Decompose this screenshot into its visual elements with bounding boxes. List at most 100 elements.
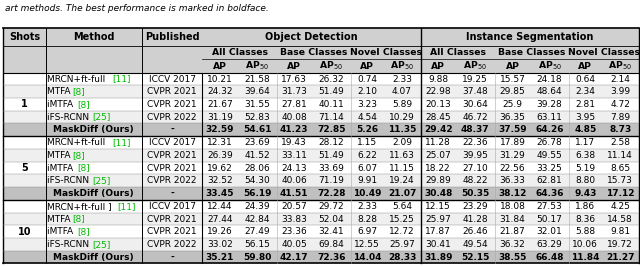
- Text: 49.54: 49.54: [463, 240, 488, 249]
- Text: 38.55: 38.55: [498, 252, 527, 261]
- Text: 39.64: 39.64: [244, 87, 270, 96]
- Text: 56.19: 56.19: [243, 189, 271, 198]
- Text: 50.17: 50.17: [536, 215, 563, 224]
- Text: 8.73: 8.73: [609, 125, 631, 134]
- Text: 63.29: 63.29: [536, 240, 563, 249]
- Text: Novel Classes: Novel Classes: [568, 48, 640, 57]
- Text: 48.22: 48.22: [463, 176, 488, 185]
- Text: 25.97: 25.97: [426, 215, 451, 224]
- Text: 40.11: 40.11: [319, 100, 344, 109]
- Text: 63.11: 63.11: [536, 113, 563, 122]
- Text: [11]: [11]: [118, 202, 136, 211]
- Text: 40.06: 40.06: [282, 176, 307, 185]
- Text: 33.11: 33.11: [282, 151, 307, 160]
- Text: 40.05: 40.05: [282, 240, 307, 249]
- Text: 29.85: 29.85: [500, 87, 525, 96]
- Text: AP: AP: [506, 61, 519, 70]
- Text: 2.10: 2.10: [357, 87, 377, 96]
- Bar: [3, 174, 639, 187]
- Text: 48.37: 48.37: [461, 125, 490, 134]
- Text: ICCV 2017: ICCV 2017: [148, 202, 196, 211]
- Text: 1.17: 1.17: [575, 138, 595, 147]
- Text: AP: AP: [360, 61, 374, 70]
- Text: 25.07: 25.07: [426, 151, 451, 160]
- Text: Object Detection: Object Detection: [265, 32, 358, 42]
- Text: 27.49: 27.49: [244, 227, 270, 236]
- Text: 20.13: 20.13: [426, 100, 451, 109]
- Text: CVPR 2022: CVPR 2022: [147, 176, 197, 185]
- Text: CVPR 2021: CVPR 2021: [147, 164, 197, 173]
- Text: [25]: [25]: [93, 113, 111, 122]
- Text: 54.30: 54.30: [244, 176, 270, 185]
- Bar: [3, 200, 639, 213]
- Text: 5.89: 5.89: [392, 100, 412, 109]
- Text: iMTFA: iMTFA: [47, 164, 76, 173]
- Text: Instance Segmentation: Instance Segmentation: [466, 32, 593, 42]
- Text: 17.63: 17.63: [282, 74, 307, 84]
- Text: 69.84: 69.84: [319, 240, 344, 249]
- Text: 8.80: 8.80: [575, 176, 595, 185]
- Text: 11.35: 11.35: [388, 125, 416, 134]
- Text: [8]: [8]: [77, 164, 90, 173]
- Text: 41.52: 41.52: [244, 151, 270, 160]
- Text: CVPR 2021: CVPR 2021: [147, 100, 197, 109]
- Text: 33.45: 33.45: [206, 189, 234, 198]
- Text: 27.10: 27.10: [463, 164, 488, 173]
- Text: 30.41: 30.41: [426, 240, 451, 249]
- Text: 17.89: 17.89: [499, 138, 525, 147]
- Text: 23.69: 23.69: [244, 138, 270, 147]
- Text: 9.91: 9.91: [357, 176, 377, 185]
- Text: 4.54: 4.54: [357, 113, 377, 122]
- Text: 50.35: 50.35: [461, 189, 490, 198]
- Text: 46.72: 46.72: [463, 113, 488, 122]
- Text: 12.31: 12.31: [207, 138, 233, 147]
- Text: 28.45: 28.45: [426, 113, 451, 122]
- Text: 9.43: 9.43: [574, 189, 596, 198]
- Text: Base Classes: Base Classes: [499, 48, 566, 57]
- Text: CVPR 2022: CVPR 2022: [147, 240, 197, 249]
- Text: 4.25: 4.25: [610, 202, 630, 211]
- Text: 29.89: 29.89: [426, 176, 451, 185]
- Text: 27.53: 27.53: [536, 202, 563, 211]
- Text: MaskDiff (Ours): MaskDiff (Ours): [53, 189, 134, 198]
- Text: 41.23: 41.23: [280, 125, 308, 134]
- Text: 41.51: 41.51: [280, 189, 308, 198]
- Bar: [3, 251, 639, 263]
- Text: 7.89: 7.89: [610, 113, 630, 122]
- Text: MTFA: MTFA: [47, 87, 74, 96]
- Text: 31.29: 31.29: [500, 151, 525, 160]
- Text: 56.15: 56.15: [244, 240, 270, 249]
- Text: 59.80: 59.80: [243, 252, 271, 261]
- Text: 33.25: 33.25: [536, 164, 563, 173]
- Text: 28.06: 28.06: [244, 164, 270, 173]
- Bar: [3, 187, 639, 200]
- Text: -: -: [170, 252, 174, 261]
- Text: 52.15: 52.15: [461, 252, 490, 261]
- Text: 36.33: 36.33: [499, 176, 525, 185]
- Text: AP$_{50}$: AP$_{50}$: [319, 60, 343, 72]
- Text: 19.25: 19.25: [463, 74, 488, 84]
- Bar: [3, 238, 639, 251]
- Text: 31.55: 31.55: [244, 100, 270, 109]
- Text: 30.64: 30.64: [463, 100, 488, 109]
- Text: 32.41: 32.41: [319, 227, 344, 236]
- Text: 21.07: 21.07: [388, 189, 416, 198]
- Text: [8]: [8]: [72, 151, 85, 160]
- Text: 20.57: 20.57: [282, 202, 307, 211]
- Text: 8.65: 8.65: [610, 164, 630, 173]
- Text: 31.73: 31.73: [282, 87, 307, 96]
- Bar: [3, 123, 639, 136]
- Text: Novel Classes: Novel Classes: [349, 48, 422, 57]
- Bar: [3, 136, 639, 149]
- Text: 11.63: 11.63: [389, 151, 415, 160]
- Text: 0.74: 0.74: [357, 74, 377, 84]
- Text: 1.86: 1.86: [575, 202, 595, 211]
- Text: 51.49: 51.49: [319, 87, 344, 96]
- Text: 2.81: 2.81: [575, 100, 595, 109]
- Text: MRCN+ft-full: MRCN+ft-full: [47, 138, 109, 147]
- Text: 36.32: 36.32: [500, 240, 525, 249]
- Text: 23.36: 23.36: [282, 227, 307, 236]
- Text: 48.64: 48.64: [537, 87, 563, 96]
- Text: 28.33: 28.33: [388, 252, 416, 261]
- Text: 5: 5: [21, 163, 28, 173]
